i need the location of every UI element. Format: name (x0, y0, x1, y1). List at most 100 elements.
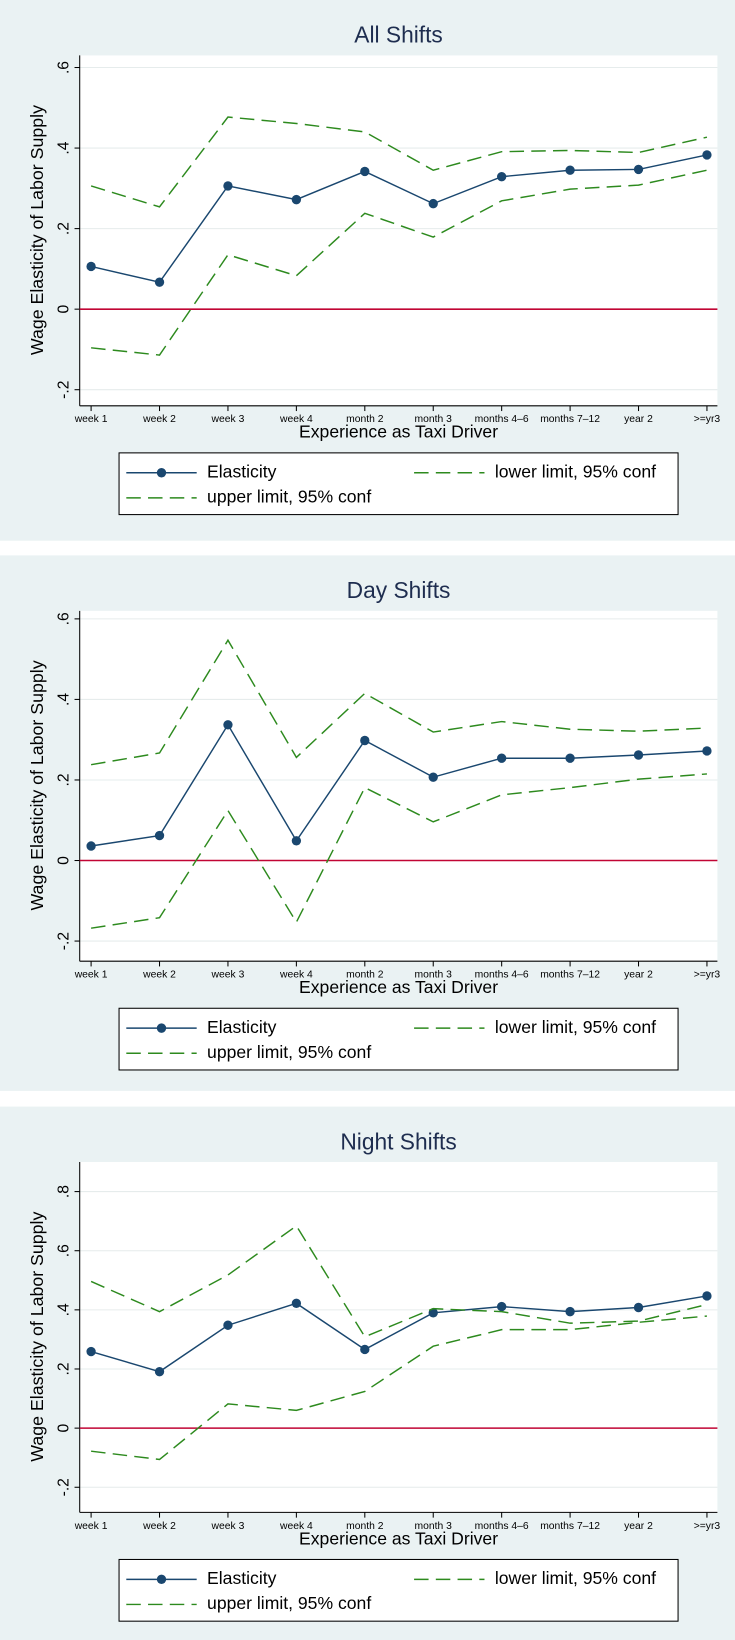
data-point (565, 1306, 575, 1317)
y-axis-title: Wage Elasticity of Labor Supply (27, 1211, 47, 1461)
y-tick-label: .2 (55, 1362, 72, 1375)
data-point (154, 1366, 165, 1377)
x-tick-label: months 7–12 (540, 1521, 600, 1532)
series-line (90, 116, 708, 208)
y-tick-label: .4 (55, 693, 72, 706)
chart-panel: Night Shifts -.2 0 .2 .4 .6 .8 week 1 week 2 week… (0, 1106, 735, 1640)
data-point (223, 1320, 233, 1330)
data-point (497, 171, 507, 182)
legend-label: lower limit, 95% conf (495, 461, 656, 481)
legend (118, 452, 679, 516)
x-tick-label: month 3 (415, 1521, 453, 1532)
data-point (86, 1346, 96, 1357)
x-tick-label: >=yr3 (694, 414, 721, 425)
legend-label: Elasticity (207, 1017, 277, 1037)
chart-title: Night Shifts (340, 1128, 456, 1154)
x-tick-label: week 4 (279, 414, 313, 425)
legend-label: upper limit, 95% conf (207, 1042, 371, 1062)
legend (118, 1558, 679, 1622)
data-point (497, 753, 507, 763)
y-tick-label: .4 (55, 1303, 72, 1316)
data-point (291, 836, 302, 846)
data-point (223, 720, 233, 730)
y-axis-title: Wage Elasticity of Labor Supply (27, 105, 47, 355)
series-line (90, 773, 708, 929)
x-tick-label: >=yr3 (694, 970, 721, 981)
y-tick-label: 0 (55, 856, 72, 865)
x-tick-label: months 4–6 (475, 970, 529, 981)
x-tick-label: month 2 (346, 1521, 384, 1532)
y-axis-title: Wage Elasticity of Labor Supply (27, 660, 47, 910)
x-tick-label: year 2 (624, 414, 653, 425)
x-tick-label: months 7–12 (540, 414, 600, 425)
data-point (565, 753, 575, 763)
data-point (702, 150, 712, 160)
plot-area (79, 610, 718, 962)
x-axis-title: Experience as Taxi Driver (299, 1528, 498, 1548)
legend-marker (156, 1574, 167, 1585)
x-tick-label: week 1 (74, 414, 108, 425)
plot-area (79, 1162, 718, 1513)
data-point (565, 165, 575, 175)
legend-label: Elasticity (207, 1568, 277, 1588)
x-tick-label: week 3 (211, 414, 245, 425)
y-tick-label: -.2 (55, 381, 72, 399)
chart-panel: Day Shifts -.2 0 .2 .4 .6 week 1 week 2 week 3 we… (0, 555, 735, 1091)
data-point (428, 772, 438, 782)
x-tick-label: month 3 (415, 414, 453, 425)
x-axis-title: Experience as Taxi Driver (299, 422, 498, 442)
chart-panel: All Shifts -.2 0 .2 .4 .6 week 1 week 2 week 3 we… (0, 0, 735, 541)
x-tick-label: week 2 (142, 1521, 176, 1532)
data-point (702, 1291, 712, 1301)
data-point (497, 1301, 507, 1312)
x-tick-label: week 3 (211, 1521, 245, 1532)
legend-marker (156, 1023, 167, 1033)
data-point (86, 841, 96, 851)
legend-label: upper limit, 95% conf (207, 1593, 371, 1613)
data-point (154, 277, 165, 287)
x-tick-label: week 4 (279, 970, 313, 981)
data-point (633, 1302, 644, 1313)
x-tick-label: month 3 (415, 970, 453, 981)
y-tick-label: .8 (55, 1185, 72, 1198)
data-point (428, 1308, 438, 1318)
y-tick-label: -.2 (55, 932, 72, 950)
y-tick-label: -.2 (55, 1478, 72, 1496)
y-tick-label: .4 (55, 141, 72, 154)
series-line (91, 1315, 708, 1461)
x-tick-label: year 2 (624, 1521, 653, 1532)
x-tick-label: week 1 (74, 1521, 108, 1532)
x-tick-label: week 3 (211, 970, 245, 981)
data-point (428, 198, 438, 209)
legend-marker (156, 468, 167, 478)
y-tick-label: .2 (55, 222, 72, 235)
x-tick-label: week 2 (142, 970, 176, 981)
data-point (633, 164, 644, 175)
x-tick-label: months 4–6 (475, 1521, 529, 1532)
x-tick-label: month 2 (346, 970, 384, 981)
y-tick-label: 0 (55, 304, 72, 313)
series-line (90, 638, 707, 766)
data-point (86, 261, 96, 272)
series-line (90, 1224, 708, 1338)
data-point (223, 181, 233, 191)
chart-title: All Shifts (354, 22, 443, 48)
series-line (90, 1295, 708, 1373)
x-tick-label: year 2 (624, 970, 653, 981)
x-tick-label: months 4–6 (475, 414, 529, 425)
data-point (702, 746, 712, 756)
y-tick-label: 0 (55, 1423, 72, 1432)
plot-area (79, 55, 718, 406)
x-axis-title: Experience as Taxi Driver (299, 977, 498, 997)
data-point (291, 194, 302, 205)
y-tick-label: .6 (55, 61, 72, 74)
series-line (90, 154, 708, 283)
x-tick-label: >=yr3 (694, 1521, 721, 1532)
data-point (360, 1344, 370, 1355)
data-point (154, 830, 165, 841)
x-tick-label: months 7–12 (540, 970, 600, 981)
x-tick-label: week 2 (142, 414, 176, 425)
x-tick-label: week 4 (279, 1521, 313, 1532)
y-tick-label: .2 (55, 773, 72, 786)
